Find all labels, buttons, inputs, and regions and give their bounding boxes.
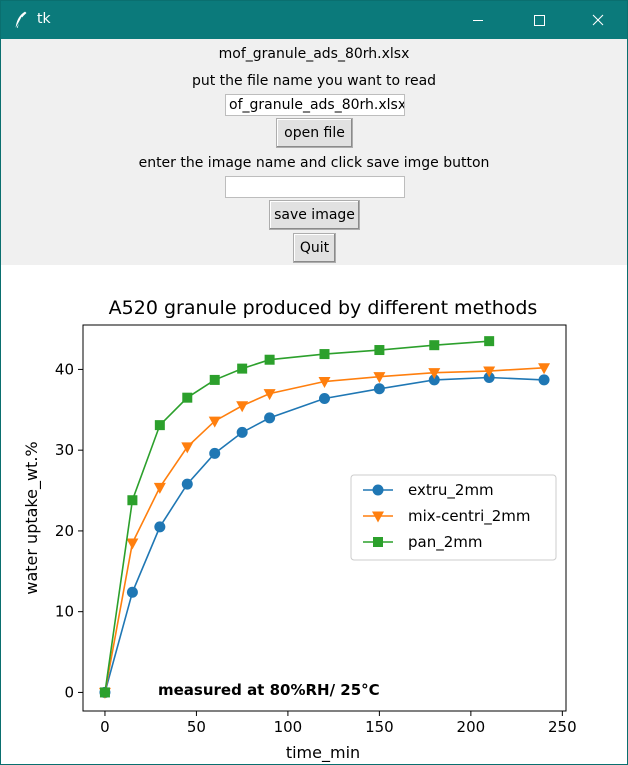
y-tick-label: 30	[55, 441, 74, 459]
data-point-mix-centri_2mm	[181, 442, 194, 454]
data-point-pan_2mm	[319, 349, 330, 360]
y-tick-label: 0	[64, 683, 74, 701]
x-tick-label: 100	[274, 718, 303, 736]
file-name-input[interactable]: of_granule_ads_80rh.xlsx	[225, 94, 405, 116]
data-point-pan_2mm	[484, 336, 495, 347]
data-point-pan_2mm	[209, 374, 220, 385]
data-point-extru_2mm	[181, 478, 193, 490]
legend-marker-pan_2mm	[373, 537, 383, 547]
plot-area: A520 granule produced by different metho…	[1, 265, 627, 764]
data-point-mix-centri_2mm	[263, 389, 276, 401]
read-prompt-label: put the file name you want to read	[191, 73, 437, 89]
data-point-mix-centri_2mm	[236, 401, 249, 413]
data-point-extru_2mm	[209, 447, 221, 459]
x-axis-label: time_min	[286, 743, 360, 763]
measurement-annotation: measured at 80%RH/ 25°C	[158, 681, 380, 699]
data-point-mix-centri_2mm	[126, 538, 139, 550]
minimize-icon	[473, 20, 483, 21]
save-image-button[interactable]: save image	[269, 200, 360, 230]
data-point-pan_2mm	[429, 340, 440, 351]
y-tick-label: 20	[55, 522, 74, 540]
y-tick-label: 10	[55, 603, 74, 621]
series-line-mix-centri_2mm	[104, 367, 545, 693]
file-name-label: mof_granule_ads_80rh.xlsx	[218, 46, 410, 62]
data-point-extru_2mm	[538, 374, 550, 386]
feather-icon	[15, 11, 27, 29]
data-point-mix-centri_2mm	[318, 377, 331, 389]
data-point-extru_2mm	[319, 392, 330, 404]
series-line-extru_2mm	[104, 376, 545, 693]
data-point-pan_2mm	[264, 354, 275, 365]
y-axis-label: water uptake_wt.%	[22, 441, 42, 594]
image-prompt-label: enter the image name and click save imge…	[138, 155, 490, 171]
axes-frame	[82, 324, 567, 712]
x-tick-label: 150	[365, 718, 394, 736]
legend-marker-mix-centri_2mm	[372, 511, 384, 523]
title-bar[interactable]: tk	[1, 1, 627, 39]
data-point-extru_2mm	[126, 586, 138, 598]
chart-title: A520 granule produced by different metho…	[109, 297, 538, 319]
data-point-pan_2mm	[99, 687, 110, 698]
x-tick-label: 0	[100, 718, 110, 736]
legend-label-pan_2mm: pan_2mm	[408, 533, 483, 552]
window-title: tk	[37, 11, 51, 27]
data-point-mix-centri_2mm	[373, 372, 386, 384]
data-point-mix-centri_2mm	[538, 363, 551, 375]
data-point-extru_2mm	[154, 521, 166, 533]
legend-label-mix-centri_2mm: mix-centri_2mm	[408, 507, 531, 526]
legend-label-extru_2mm: extru_2mm	[408, 481, 494, 500]
image-name-input[interactable]	[225, 176, 405, 198]
minimize-button[interactable]	[455, 1, 501, 39]
data-point-extru_2mm	[373, 383, 385, 395]
control-panel: mof_granule_ads_80rh.xlsx put the file n…	[1, 39, 627, 265]
maximize-button[interactable]	[516, 1, 562, 39]
data-point-pan_2mm	[154, 420, 165, 431]
data-point-extru_2mm	[236, 426, 248, 438]
data-point-mix-centri_2mm	[428, 368, 441, 380]
open-file-button[interactable]: open file	[276, 118, 353, 148]
close-icon	[592, 14, 604, 26]
data-point-pan_2mm	[182, 392, 193, 403]
data-point-pan_2mm	[237, 363, 248, 374]
data-point-mix-centri_2mm	[208, 416, 221, 428]
x-tick-label: 50	[187, 718, 206, 736]
data-point-extru_2mm	[428, 374, 440, 386]
data-point-pan_2mm	[127, 495, 138, 506]
x-tick-label: 200	[457, 718, 486, 736]
legend-marker-extru_2mm	[372, 484, 384, 496]
y-tick-label: 40	[55, 360, 74, 378]
legend: extru_2mm mix-centri_2mm pan_2mm	[350, 474, 557, 561]
quit-button[interactable]: Quit	[293, 233, 336, 263]
close-button[interactable]	[577, 1, 623, 39]
data-point-pan_2mm	[374, 345, 385, 356]
data-point-extru_2mm	[264, 412, 276, 424]
data-point-mix-centri_2mm	[483, 366, 496, 378]
maximize-icon	[534, 15, 545, 26]
x-tick-label: 250	[548, 718, 577, 736]
data-point-mix-centri_2mm	[153, 482, 166, 494]
legend-box	[350, 474, 557, 561]
water-uptake-chart: A520 granule produced by different metho…	[22, 297, 577, 763]
